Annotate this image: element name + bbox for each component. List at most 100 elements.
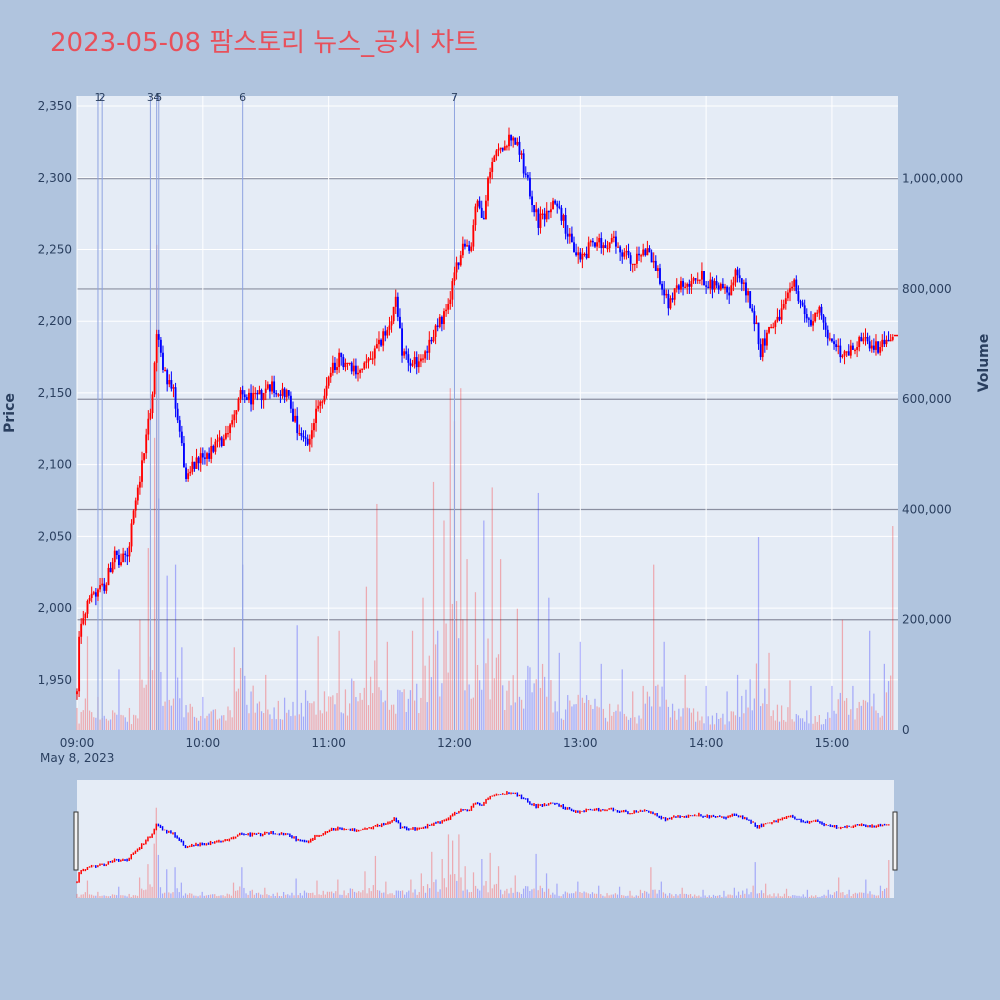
navigator-volume-bar <box>170 893 172 898</box>
volume-bar <box>718 719 720 730</box>
volume-bar <box>801 718 804 730</box>
candle-body <box>76 691 78 695</box>
candle-body <box>195 457 198 469</box>
candle-body <box>197 457 200 464</box>
navigator-volume-bar <box>652 889 654 898</box>
volume-bar <box>170 705 172 730</box>
navigator-volume-bar <box>326 891 329 898</box>
volume-bar <box>300 702 303 730</box>
navigator-volume-bar <box>689 893 692 898</box>
volume-bar <box>124 717 126 730</box>
navigator-volume-bar <box>431 851 433 898</box>
candle-body <box>478 200 481 208</box>
candle-body <box>549 209 552 213</box>
candle-body <box>136 487 139 501</box>
volume-bar <box>862 699 865 730</box>
navigator-volume-bar <box>320 894 322 898</box>
volume-bar <box>638 715 640 730</box>
volume-tick-label: 1,000,000 <box>902 172 963 186</box>
navigator-volume-bar <box>504 890 506 898</box>
navigator-volume-bar <box>234 890 237 898</box>
volume-bar <box>76 707 78 730</box>
candle-body <box>401 328 403 356</box>
navigator-volume-bar <box>452 840 454 898</box>
volume-bar <box>674 710 676 730</box>
volume-bar <box>684 674 686 730</box>
range-handle-right[interactable] <box>892 811 898 871</box>
candle-body <box>367 358 370 362</box>
volume-bar <box>319 710 321 730</box>
volume-bar <box>556 711 558 730</box>
candle-body <box>606 248 609 250</box>
navigator-volume-bar <box>629 890 631 898</box>
volume-bar <box>227 706 229 730</box>
navigator-volume-bar <box>827 889 829 898</box>
navigator-volume-bar <box>796 895 798 898</box>
navigator-volume-bar <box>358 891 360 898</box>
volume-bar <box>550 680 552 730</box>
navigator-volume-bar <box>412 892 414 898</box>
navigator-volume-bar <box>712 894 715 898</box>
navigator-volume-bar <box>351 888 354 898</box>
navigator-volume-bar <box>145 889 147 898</box>
navigator-volume-bar <box>287 894 289 898</box>
candle-body <box>155 334 158 363</box>
candle-body <box>535 209 538 213</box>
range-handle-left[interactable] <box>73 811 79 871</box>
navigator-volume-bar <box>637 895 639 898</box>
candle-body <box>877 341 880 353</box>
volume-bar <box>780 705 783 730</box>
navigator-volume-bar <box>777 893 779 898</box>
volume-bar <box>288 709 290 730</box>
candle-body <box>159 339 162 353</box>
candle-body <box>770 326 773 329</box>
navigator-volume-bar <box>339 894 341 898</box>
volume-bar <box>739 716 741 730</box>
navigator-volume-bar <box>888 860 890 898</box>
navigator-volume-bar <box>245 893 247 898</box>
candle-body <box>694 278 697 280</box>
candle-body <box>818 306 821 313</box>
navigator-volume-bar <box>134 895 137 898</box>
volume-bar <box>292 701 294 730</box>
volume-bar <box>554 701 556 730</box>
candle-body <box>256 392 259 395</box>
navigator-volume-bar <box>276 892 278 898</box>
volume-bar <box>179 698 181 730</box>
volume-bar <box>722 713 724 730</box>
volume-bar <box>518 696 521 730</box>
volume-bar <box>258 701 261 730</box>
candle-body <box>755 322 758 325</box>
volume-bar <box>529 667 531 730</box>
candle-body <box>650 252 653 263</box>
navigator-volume-bar <box>666 895 669 898</box>
volume-bar <box>193 716 196 730</box>
candle-body <box>566 233 569 237</box>
candle-body <box>487 177 489 201</box>
navigator-volume-bar <box>454 873 456 898</box>
volume-bar <box>772 710 774 730</box>
candle-body <box>680 281 682 290</box>
navigator-volume-bar <box>88 894 91 898</box>
price-tick-label: 2,350 <box>38 99 72 113</box>
volume-bar <box>594 698 596 730</box>
candle-body <box>237 398 240 411</box>
volume-bar <box>533 683 535 730</box>
candle-body <box>686 283 689 287</box>
volume-bar <box>657 684 659 730</box>
volume-bar <box>854 719 856 730</box>
navigator-volume-bar <box>356 892 358 898</box>
navigator-volume-bar <box>424 892 427 898</box>
volume-bar <box>202 696 204 730</box>
candle-body <box>239 390 242 399</box>
navigator-volume-bar <box>879 885 882 898</box>
navigator-volume-bar <box>662 892 665 898</box>
candle-body <box>810 319 812 326</box>
navigator-volume-bar <box>516 891 518 898</box>
candle-body <box>250 392 252 405</box>
candle-body <box>138 481 141 488</box>
navigator-volume-bar <box>842 892 844 898</box>
volume-bar <box>172 698 175 730</box>
candle-body <box>774 321 777 327</box>
navigator-volume-bar <box>621 895 623 898</box>
